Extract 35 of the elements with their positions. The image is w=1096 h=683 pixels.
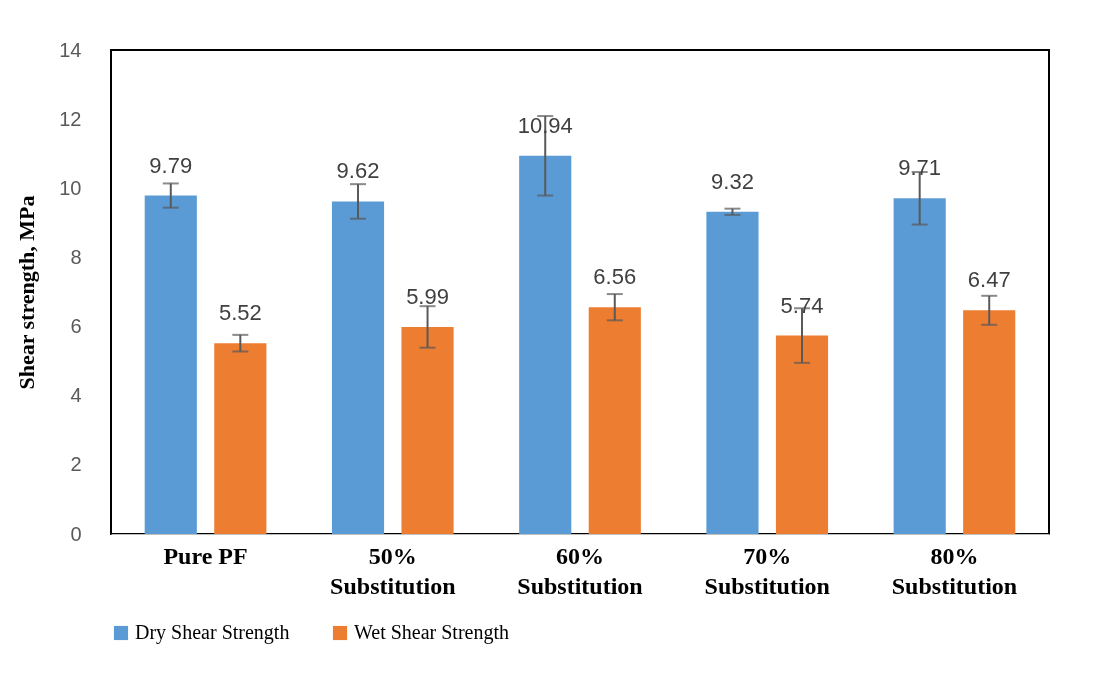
y-axis-title: Shear strength, MPa [14,195,40,390]
x-tick-label: 60% Substitution [517,542,643,599]
data-label: 9.71 [898,155,942,181]
bar [519,155,572,534]
data-label: 9.32 [711,168,754,194]
y-tick-label: 2 [70,453,82,476]
y-tick-label: 4 [70,384,82,407]
y-tick-label: 6 [70,315,82,338]
data-label: 5.99 [406,283,449,309]
data-label: 5.52 [218,300,262,326]
data-label: 9.79 [149,152,193,178]
legend-label: Wet Shear Strength [354,621,510,644]
bar [144,195,197,534]
bar [331,201,385,534]
bar [775,335,829,534]
x-tick-label: 70% Substitution [704,542,830,599]
bar [214,343,267,534]
y-tick-label: 10 [59,176,82,199]
x-tick-label: 80% Substitution [891,542,1018,599]
y-tick-label: 14 [59,38,82,61]
data-label: 6.56 [593,264,637,290]
y-tick-label: 0 [70,522,82,545]
data-label: 6.47 [967,267,1011,293]
bar [893,198,946,534]
x-tick-label: Pure PF [163,542,248,569]
x-tick-label: 50% Substitution [330,542,456,599]
data-label: 5.74 [780,292,824,318]
y-tick-label: 8 [70,245,82,268]
bar [963,310,1016,534]
bar [706,211,759,534]
data-label: 9.62 [336,158,380,184]
y-tick-label: 12 [59,107,82,130]
bar [401,326,454,534]
bar [588,307,641,534]
legend-label: Dry Shear Strength [135,621,290,644]
